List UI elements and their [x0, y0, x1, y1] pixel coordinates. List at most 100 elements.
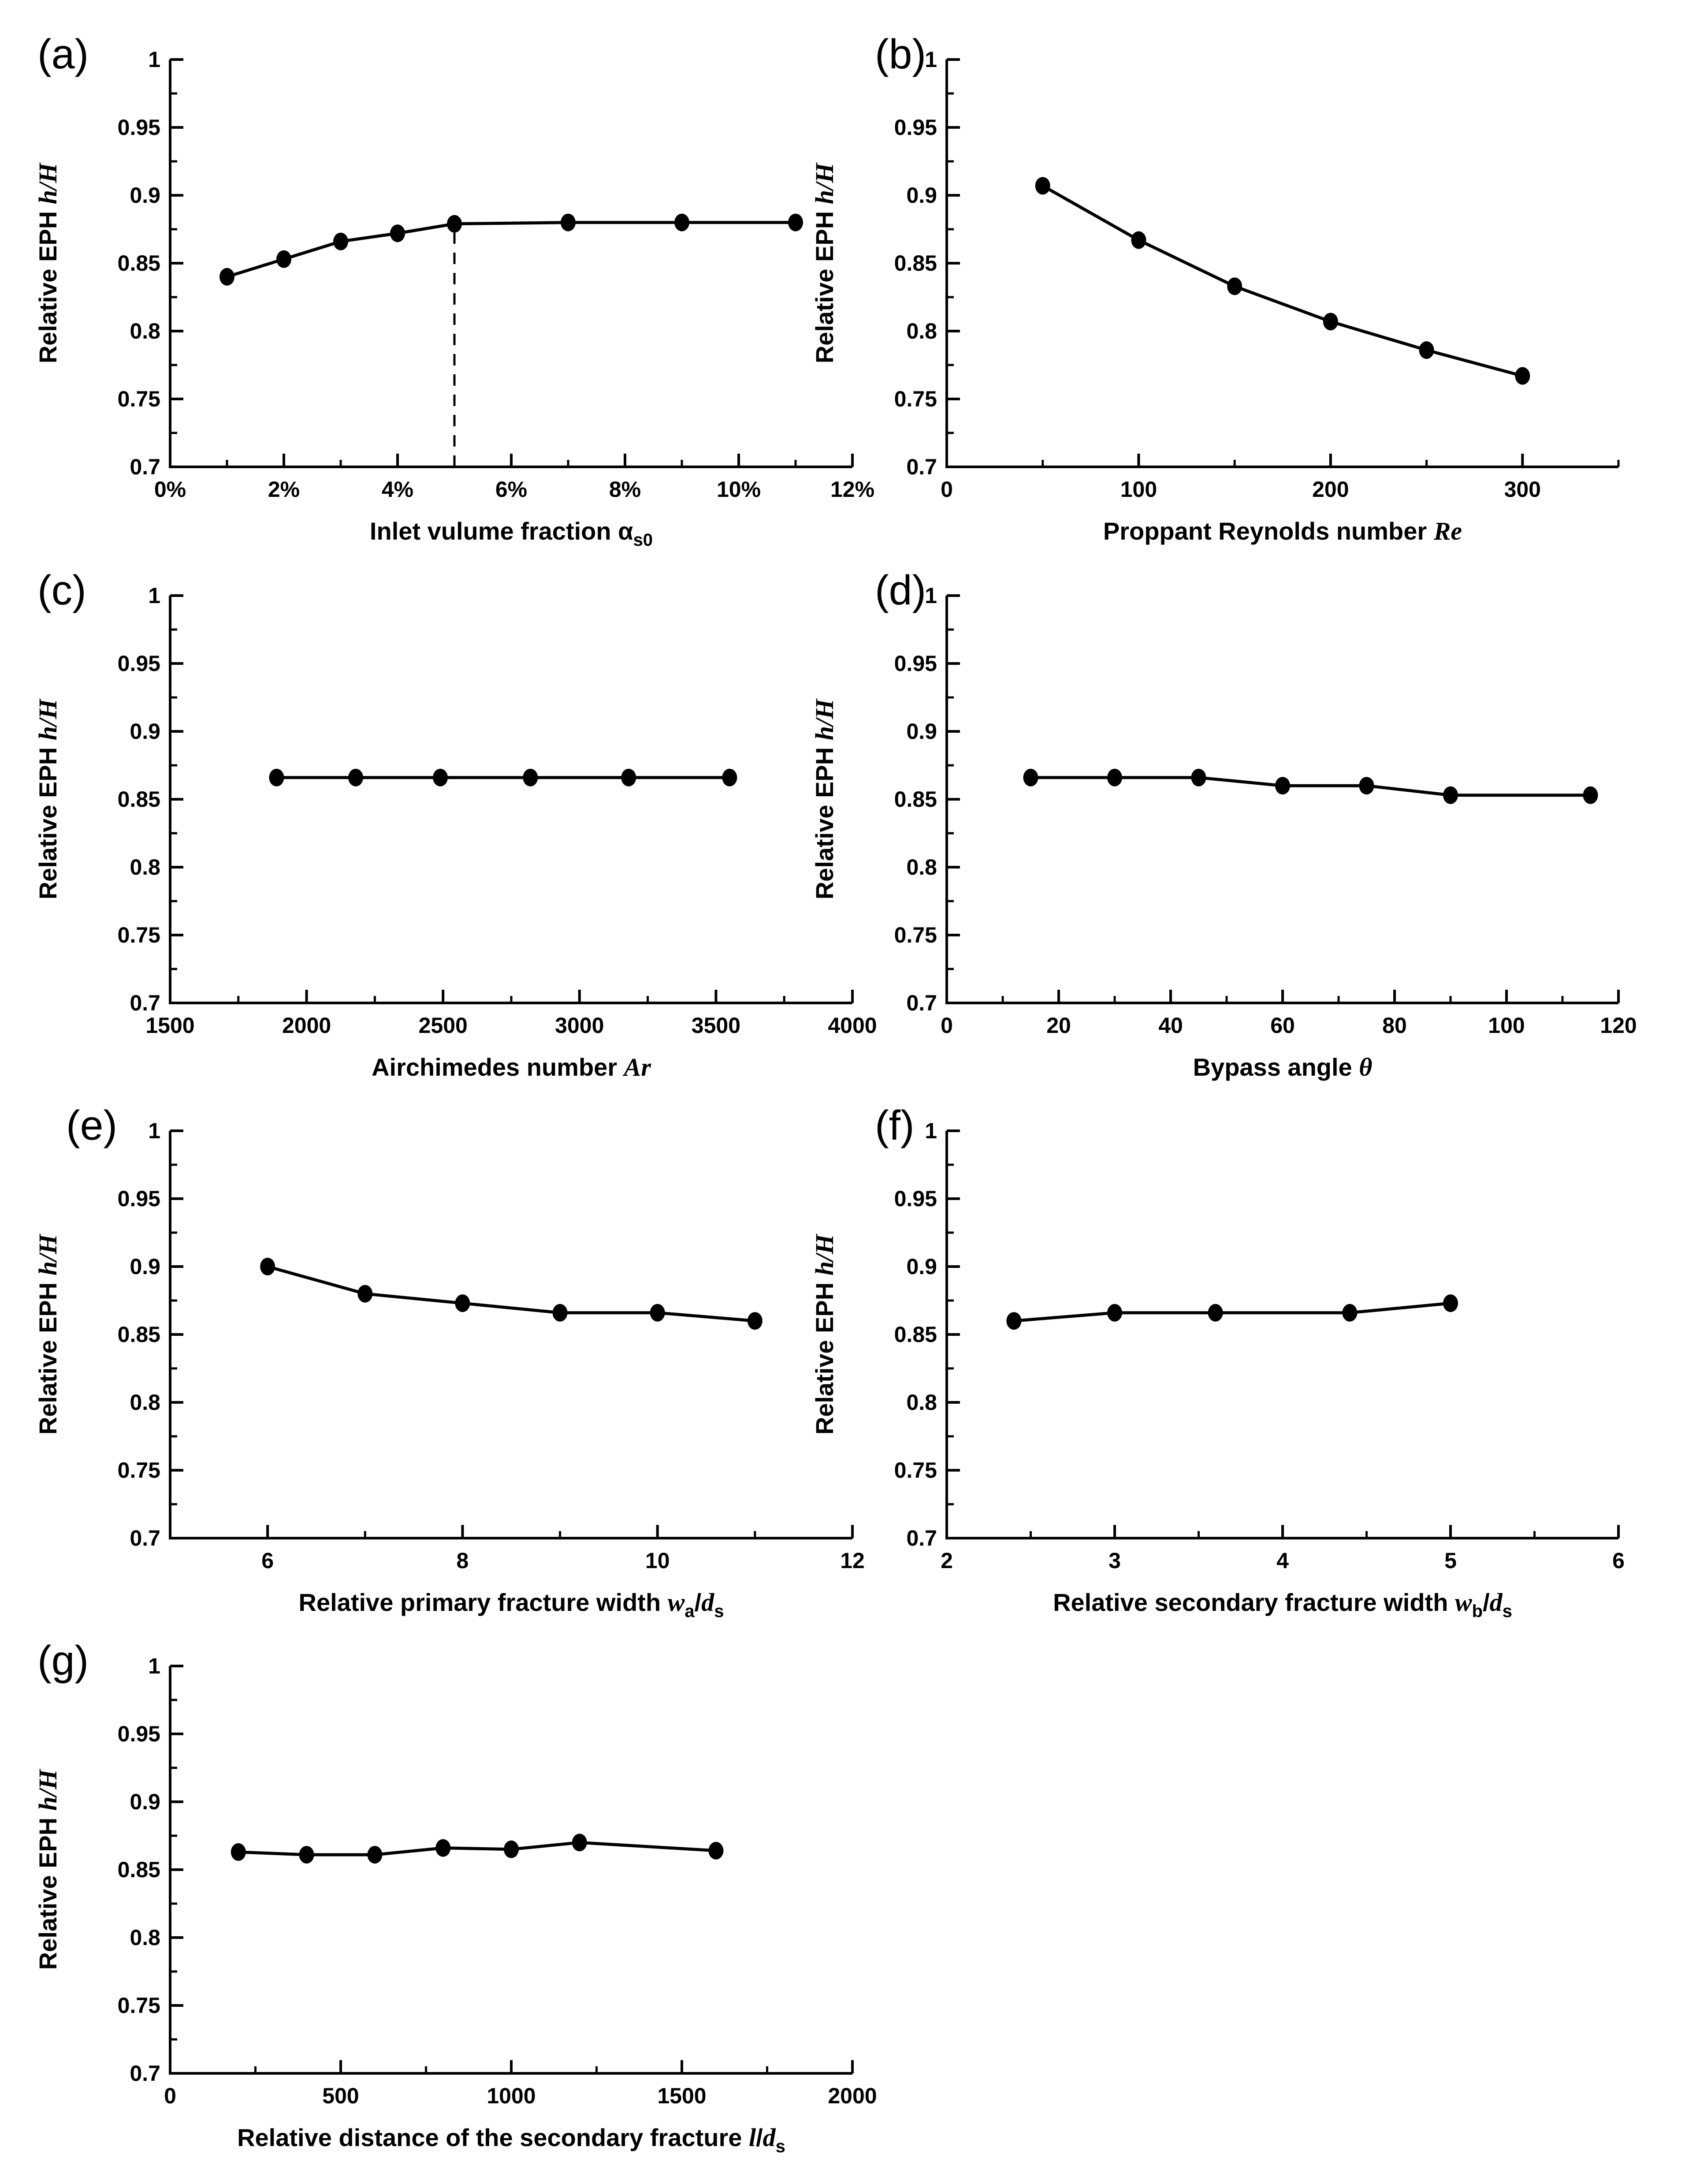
axis-label-text: / — [695, 1588, 702, 1616]
axis-label-text: Re — [1433, 517, 1462, 545]
y-tick-label: 0.8 — [130, 1925, 160, 1950]
data-point — [561, 213, 576, 231]
data-point — [435, 1839, 451, 1857]
axis-label-text: w — [668, 1588, 685, 1617]
axis-label-text: h/H — [810, 1234, 839, 1275]
data-point — [1035, 177, 1050, 195]
data-point — [708, 1841, 724, 1860]
data-point — [1419, 341, 1434, 359]
y-axis-title: Relative EPH h/H — [33, 162, 62, 363]
y-tick-label: 1 — [925, 47, 937, 72]
x-tick-label: 6% — [495, 477, 527, 502]
data-point — [348, 768, 364, 786]
data-point — [504, 1840, 519, 1858]
x-tick-label: 12 — [840, 1548, 865, 1573]
y-tick-label: 0.75 — [118, 1993, 160, 2018]
data-point — [1359, 777, 1374, 795]
y-tick-label: 0.7 — [130, 991, 160, 1015]
panel-g: 0 500 1000 1500 2000 0.7 0.75 0.8 0.85 0.9 0.95 1 Re… — [33, 1637, 877, 2156]
axis-label-text: Ar — [623, 1053, 651, 1081]
axis-label-text: Relative EPH — [34, 1275, 62, 1435]
x-tick-label: 2000 — [828, 2083, 877, 2108]
data-point — [1275, 777, 1290, 795]
data-point — [260, 1258, 275, 1275]
data-point — [1208, 1304, 1223, 1322]
axes — [945, 1131, 1618, 1539]
x-tick-label: 80 — [1382, 1013, 1407, 1038]
y-axis-title: Relative EPH h/H — [810, 1234, 839, 1435]
x-tick-label: 8% — [609, 477, 641, 502]
y-tick-label: 0.85 — [894, 251, 937, 276]
axis-label-text: Bypass angle — [1193, 1053, 1359, 1081]
panel-c: 1500 2000 2500 3000 3500 4000 0.7 0.75 0.8 0.85 0.… — [33, 567, 877, 1081]
y-axis-title: Relative EPH h/H — [33, 1234, 62, 1435]
y-tick-label: 1 — [148, 583, 160, 608]
x-tick-label: 5 — [1444, 1548, 1457, 1573]
x-axis-title: Bypass angle θ — [1193, 1053, 1373, 1081]
y-axis-title: Relative EPH h/H — [33, 698, 62, 899]
axis-label-text: l — [749, 2123, 756, 2152]
axis-label-text: Relative EPH — [34, 1811, 62, 1970]
y-tick-label: 0.85 — [894, 787, 937, 812]
axis-label-text: / — [756, 2124, 763, 2151]
data-point — [357, 1285, 373, 1303]
y-tick-label: 1 — [148, 1118, 160, 1143]
x-tick-label: 500 — [322, 2083, 359, 2108]
x-tick-label: 1000 — [487, 2083, 536, 2108]
axis-label-text: Relative secondary fracture width — [1053, 1588, 1455, 1616]
data-point — [1323, 313, 1338, 331]
panel-d: 0 20 40 60 80 100 120 0.7 0.75 0.8 0.85 0.9 0.95 1 Byp… — [810, 567, 1637, 1081]
y-tick-label: 0.95 — [894, 115, 937, 140]
y-tick-label: 0.8 — [906, 855, 937, 880]
x-tick-label: 10 — [645, 1548, 670, 1573]
y-tick-label: 0.9 — [906, 1254, 937, 1279]
x-axis-title: Relative secondary fracture width wb/ds — [1053, 1588, 1512, 1621]
axis-label-text: Relative EPH — [811, 204, 838, 363]
y-tick-label: 0.7 — [130, 2061, 160, 2086]
y-tick-label: 0.9 — [130, 719, 160, 744]
x-tick-label: 3500 — [692, 1013, 740, 1038]
x-tick-label: 4000 — [828, 1013, 877, 1038]
data-line — [267, 1265, 755, 1323]
x-tick-label: 3 — [1109, 1548, 1121, 1573]
y-tick-label: 0.95 — [894, 1186, 937, 1211]
y-axis-title: Relative EPH h/H — [810, 698, 839, 899]
x-tick-label: 100 — [1488, 1013, 1525, 1038]
y-tick-label: 0.75 — [118, 1458, 160, 1483]
data-point — [1443, 1294, 1458, 1312]
axes — [169, 596, 852, 1004]
x-tick-label: 1500 — [145, 1013, 194, 1038]
axis-label-text: h/H — [33, 698, 62, 740]
y-tick-label: 1 — [925, 1118, 937, 1143]
axis-label-text: Inlet vulume fraction — [370, 517, 618, 545]
axis-label-text: h/H — [810, 162, 839, 204]
data-point — [333, 232, 348, 250]
data-point — [1006, 1312, 1022, 1330]
data-point — [1583, 786, 1598, 804]
y-tick-label: 0.95 — [894, 651, 937, 676]
x-axis-title: Relative distance of the secondary fract… — [237, 2123, 785, 2156]
data-point — [299, 1846, 314, 1864]
data-point — [1107, 1304, 1122, 1322]
data-point — [788, 213, 803, 231]
x-tick-label: 2500 — [419, 1013, 468, 1038]
panel-a: 0% 2% 4% 6% 8% 10% 12% 0.7 0.75 0.8 0.85 0.9 0.95 1 In… — [33, 31, 874, 550]
x-tick-label: 2 — [941, 1548, 953, 1573]
y-tick-label: 0.7 — [130, 455, 160, 479]
y-tick-label: 0.7 — [906, 991, 937, 1015]
y-tick-label: 0.9 — [906, 719, 937, 744]
y-tick-label: 0.9 — [130, 1789, 160, 1814]
y-tick-label: 0.75 — [118, 923, 160, 947]
axis-label-text: Airchimedes number — [372, 1053, 624, 1081]
axis-label-text: d — [763, 2123, 776, 2152]
y-tick-label: 0.7 — [906, 1526, 937, 1550]
x-axis-title: Airchimedes number Ar — [372, 1053, 651, 1081]
data-point — [1342, 1304, 1358, 1322]
y-tick-label: 0.8 — [906, 319, 937, 343]
panel-letter: (f) — [875, 1102, 915, 1149]
data-point — [722, 768, 737, 786]
x-tick-label: 8 — [457, 1548, 469, 1573]
data-line — [1042, 184, 1523, 378]
data-point — [1227, 277, 1242, 295]
data-point — [674, 213, 689, 231]
